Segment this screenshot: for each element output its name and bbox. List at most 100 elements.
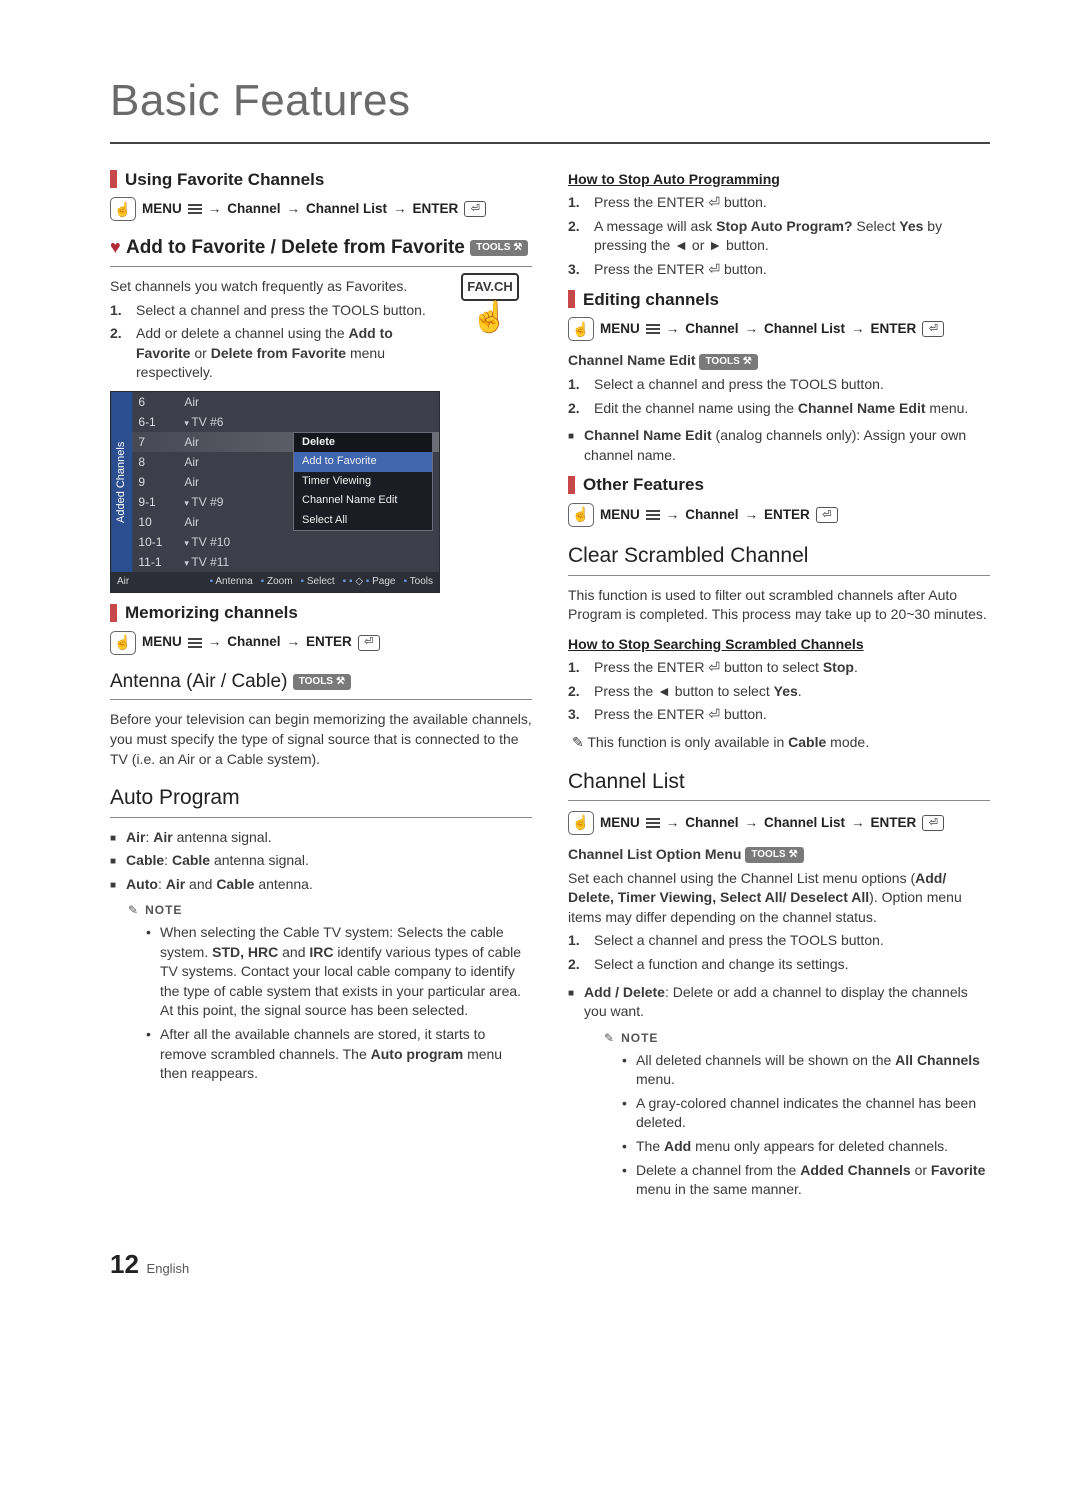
menu-word: ENTER [413,200,459,219]
tools-badge: TOOLS ⚒ [745,847,803,863]
favch-key: FAV.CH [461,273,519,301]
bullet-item: Air: Air antenna signal. [110,828,532,848]
tools-badge: TOOLS ⚒ [293,674,351,690]
step-item: Select a function and change its setting… [568,955,990,975]
context-menu-item[interactable]: Channel Name Edit [294,491,432,510]
context-menu-item[interactable]: Select All [294,511,432,530]
editing-bullet: Channel Name Edit (analog channels only)… [568,426,990,465]
title-rule [110,142,990,144]
step-item: Press the ENTER ⏎ button. [568,260,990,280]
note-item: The Add menu only appears for deleted ch… [622,1137,990,1157]
menu-word: ENTER [306,633,352,652]
menu-path-chlist: ☝ MENU → Channel→ Channel List→ ENTER ⏎ [568,811,990,835]
clear-note: ✎ This function is only available in Cab… [572,733,990,753]
menu-word: MENU [600,320,640,339]
name-edit-heading: Channel Name Edit TOOLS ⚒ [568,351,990,371]
menu-word: Channel List [764,814,845,833]
menu-word: ENTER [764,506,810,525]
menu-bars-icon [646,510,660,520]
footer-item: ◇ Page [343,575,396,589]
menu-bars-icon [646,324,660,334]
step-item: Add or delete a channel using the Add to… [110,324,444,383]
bullet-item: Channel Name Edit (analog channels only)… [568,426,990,465]
channel-tab: Added Channels [111,392,132,572]
left-column: Using Favorite Channels ☝ MENU → Channel… [110,160,532,1206]
enter-icon: ⏎ [358,635,380,651]
enter-icon: ⏎ [922,815,944,831]
favch-graphic: FAV.CH ☝ [454,273,526,333]
right-column: How to Stop Auto Programming Press the E… [568,160,990,1206]
footer-item: Zoom [261,575,293,589]
heading-text: Memorizing channels [125,601,298,625]
context-menu-item[interactable]: Timer Viewing [294,472,432,491]
two-column-layout: Using Favorite Channels ☝ MENU → Channel… [110,160,990,1206]
heading-text: Editing channels [583,288,719,312]
page-language: English [147,1261,190,1276]
page-title: Basic Features [110,70,990,132]
remote-icon: ☝ [110,631,136,655]
menu-bars-icon [646,818,660,828]
step-item: Press the ENTER ⏎ button. [568,193,990,213]
heading-stop-search: How to Stop Searching Scrambled Channels [568,635,990,655]
menu-word: Channel [685,320,738,339]
context-menu[interactable]: Delete Add to Favorite Timer Viewing Cha… [293,432,433,531]
autoprogram-notes: When selecting the Cable TV system: Sele… [146,923,532,1084]
heart-icon: ♥ [110,237,121,257]
menu-word: Channel [685,506,738,525]
tools-badge: TOOLS ⚒ [699,354,757,370]
menu-word: ENTER [871,814,917,833]
subheading-add-favorite: ♥ Add to Favorite / Delete from Favorite… [110,235,532,262]
step-item: Press the ENTER ⏎ button. [568,705,990,725]
page-footer: 12 English [110,1246,990,1282]
heading-clear: Clear Scrambled Channel [568,541,990,570]
context-menu-item[interactable]: Add to Favorite [294,452,432,471]
remote-icon: ☝ [568,811,594,835]
context-menu-header[interactable]: Delete [294,433,432,452]
menu-word: MENU [142,200,182,219]
chlist-opt-heading: Channel List Option Menu TOOLS ⚒ [568,845,990,865]
note-heading: NOTE [604,1030,990,1047]
note-item: When selecting the Cable TV system: Sele… [146,923,532,1021]
menu-path-other: ☝ MENU → Channel→ ENTER ⏎ [568,503,990,527]
chlist-intro: Set each channel using the Channel List … [568,869,990,928]
heading-favorite: Using Favorite Channels [110,168,532,192]
hand-icon: ☝ [454,303,526,333]
menu-bars-icon [188,638,202,648]
bullet-item: Auto: Air and Cable antenna. [110,875,532,895]
chlist-bullet: Add / Delete: Delete or add a channel to… [568,983,990,1022]
menu-word: Channel [227,633,280,652]
editing-steps: Select a channel and press the TOOLS but… [568,375,990,418]
remote-icon: ☝ [568,503,594,527]
step-item: Press the ◄ button to select Yes. [568,682,990,702]
step-item: Select a channel and press the TOOLS but… [110,301,444,321]
antenna-body: Before your television can begin memoriz… [110,710,532,769]
heading-text: Other Features [583,473,704,497]
heading-memorize: Memorizing channels [110,601,532,625]
heading-stop-auto: How to Stop Auto Programming [568,170,990,190]
enter-icon: ⏎ [464,201,486,217]
note-item: After all the available channels are sto… [146,1025,532,1084]
footer-item: Select [301,575,335,589]
footer-item: Antenna [210,575,253,589]
page-number: 12 [110,1249,139,1279]
note-heading: NOTE [128,902,532,919]
chlist-steps: Select a channel and press the TOOLS but… [568,931,990,974]
menu-word: ENTER [871,320,917,339]
footer-left: Air [117,575,129,589]
enter-icon: ⏎ [816,507,838,523]
step-item: A message will ask Stop Auto Program? Se… [568,217,990,256]
subheading-text: Add to Favorite / Delete from Favorite [126,237,465,258]
step-item: Select a channel and press the TOOLS but… [568,375,990,395]
menu-word: Channel List [306,200,387,219]
clear-body: This function is used to filter out scra… [568,586,990,625]
heading-favorite-text: Using Favorite Channels [125,168,324,192]
note-item: A gray-colored channel indicates the cha… [622,1094,990,1133]
autoprogram-bullets: Air: Air antenna signal. Cable: Cable an… [110,828,532,895]
menu-word: Channel List [764,320,845,339]
heading-editing: Editing channels [568,288,990,312]
menu-path-memorize: ☝ MENU → Channel→ ENTER ⏎ [110,631,532,655]
menu-word: MENU [600,814,640,833]
enter-icon: ⏎ [922,321,944,337]
bullet-item: Add / Delete: Delete or add a channel to… [568,983,990,1022]
channel-rows: 6Air 6-1TV #6 7Air 8Air 9Air 9-1TV #9 10… [132,392,439,572]
